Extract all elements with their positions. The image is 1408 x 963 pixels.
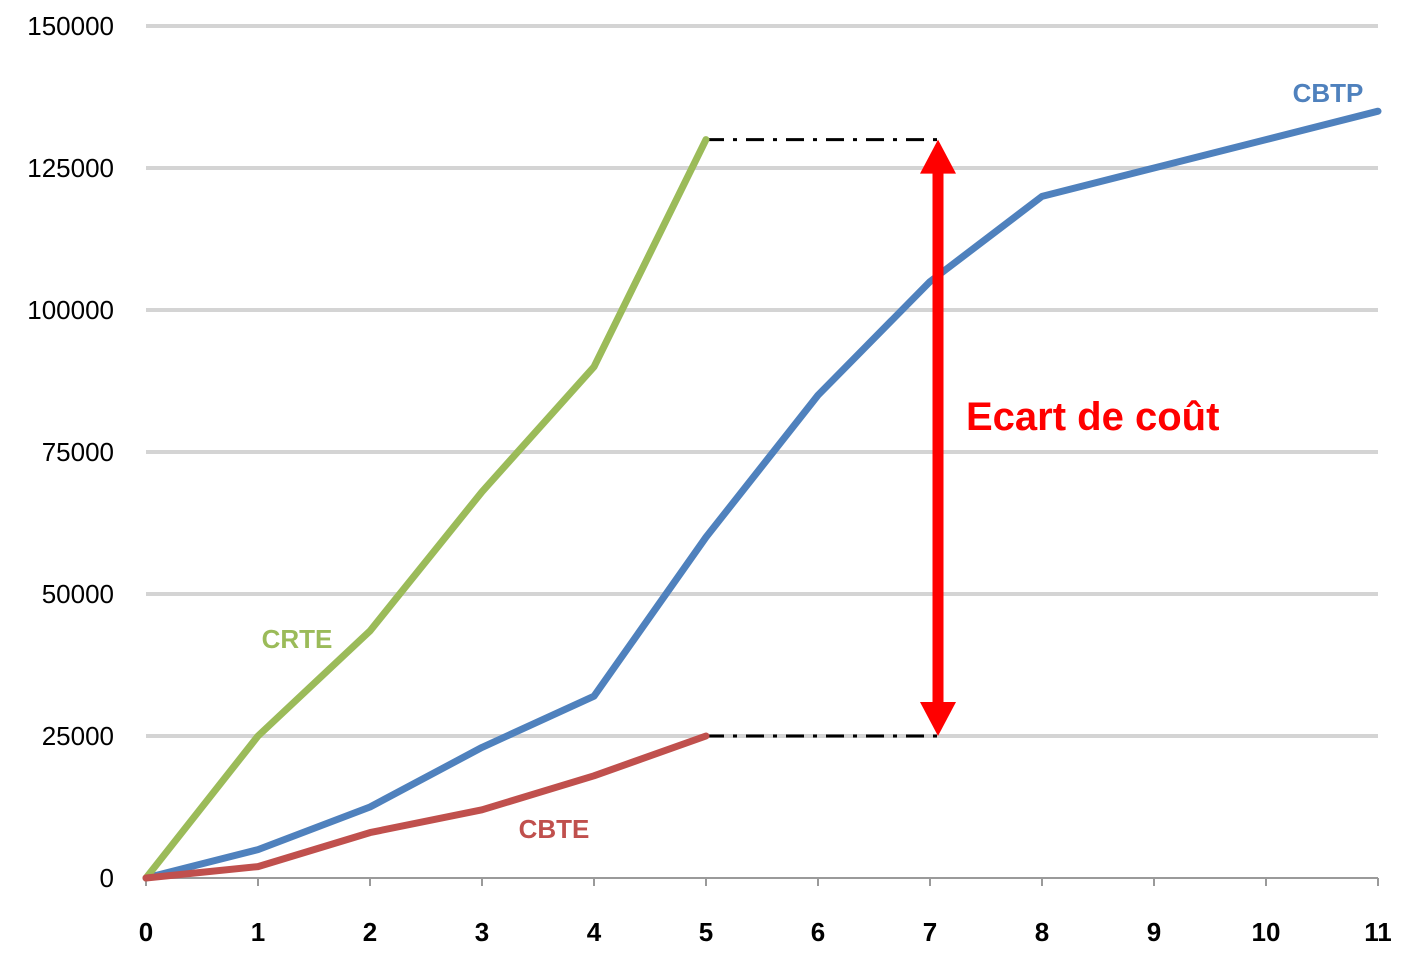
x-tick-label: 4 bbox=[587, 917, 602, 947]
x-tick-label: 6 bbox=[811, 917, 825, 947]
series-line-crte bbox=[142, 136, 710, 882]
gridlines bbox=[146, 24, 1378, 738]
x-tick-label: 1 bbox=[251, 917, 265, 947]
y-tick-label: 0 bbox=[100, 863, 114, 893]
cost-gap-guides bbox=[706, 138, 940, 738]
arrow-head-down bbox=[920, 702, 956, 736]
x-tick-label: 9 bbox=[1147, 917, 1161, 947]
y-tick-label: 50000 bbox=[42, 579, 114, 609]
x-tick-label: 0 bbox=[139, 917, 153, 947]
x-tick-label: 5 bbox=[699, 917, 713, 947]
x-tick-label: 11 bbox=[1364, 917, 1392, 947]
cost-gap-arrow bbox=[920, 139, 956, 736]
x-tick-label: 10 bbox=[1252, 917, 1281, 947]
x-tick-label: 2 bbox=[363, 917, 377, 947]
y-tick-label: 150000 bbox=[27, 11, 114, 41]
series-labels: CBTP CRTE CBTE bbox=[262, 78, 1364, 844]
x-axis bbox=[145, 877, 1379, 886]
series-line-cbte bbox=[142, 732, 710, 882]
y-tick-label: 125000 bbox=[27, 153, 114, 183]
y-axis-ticks: 0 25000 50000 75000 100000 125000 150000 bbox=[27, 11, 114, 893]
y-tick-label: 100000 bbox=[27, 295, 114, 325]
series-line-cbtp bbox=[142, 107, 1382, 882]
x-axis-ticks: 0 1 2 3 4 5 6 7 8 9 10 11 bbox=[139, 917, 1392, 947]
series-lines bbox=[142, 107, 1382, 882]
series-label-cbte: CBTE bbox=[519, 814, 590, 844]
series-label-cbtp: CBTP bbox=[1293, 78, 1364, 108]
arrow-head-up bbox=[920, 139, 956, 174]
x-tick-label: 7 bbox=[923, 917, 937, 947]
x-tick-label: 3 bbox=[475, 917, 489, 947]
y-tick-label: 75000 bbox=[42, 437, 114, 467]
x-tick-label: 8 bbox=[1035, 917, 1049, 947]
series-label-crte: CRTE bbox=[262, 624, 333, 654]
y-tick-label: 25000 bbox=[42, 721, 114, 751]
cost-gap-annotation: Ecart de coût bbox=[966, 395, 1219, 439]
